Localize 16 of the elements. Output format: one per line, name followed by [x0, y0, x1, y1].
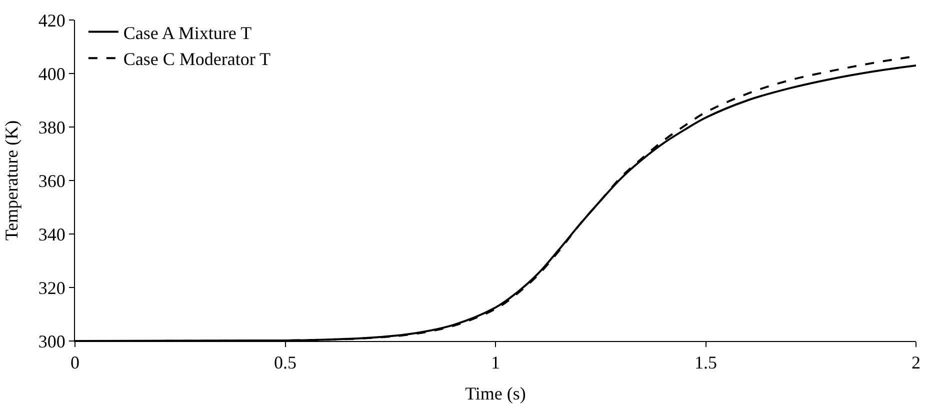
- y-tick-label: 340: [38, 224, 66, 244]
- y-tick-label: 320: [38, 278, 66, 298]
- x-tick-label: 2: [912, 352, 920, 373]
- y-tick-label: 400: [38, 64, 66, 84]
- y-tick-label: 420: [38, 10, 66, 30]
- legend-label: Case C Moderator T: [123, 49, 271, 70]
- y-tick-label: 360: [38, 170, 66, 191]
- y-tick-label: 380: [38, 117, 66, 138]
- x-tick-label: 1: [491, 352, 500, 373]
- x-tick-label: 0: [70, 352, 80, 373]
- x-tick-label: 0.5: [274, 352, 296, 373]
- y-tick-label: 300: [38, 331, 66, 352]
- y-axis-title: Temperature (K): [2, 120, 22, 241]
- legend-label: Case A Mixture T: [123, 22, 252, 43]
- x-axis-title: Time (s): [465, 384, 526, 404]
- x-tick-label: 1.5: [694, 352, 717, 373]
